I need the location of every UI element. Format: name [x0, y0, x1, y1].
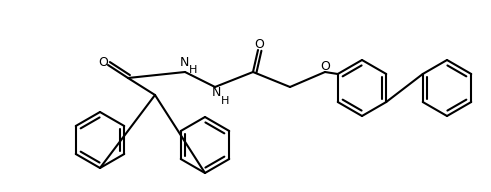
- Text: N: N: [211, 87, 220, 99]
- Text: H: H: [189, 65, 197, 75]
- Text: H: H: [221, 96, 229, 106]
- Text: N: N: [179, 55, 189, 69]
- Text: O: O: [254, 37, 264, 50]
- Text: O: O: [320, 60, 330, 74]
- Text: O: O: [98, 56, 108, 70]
